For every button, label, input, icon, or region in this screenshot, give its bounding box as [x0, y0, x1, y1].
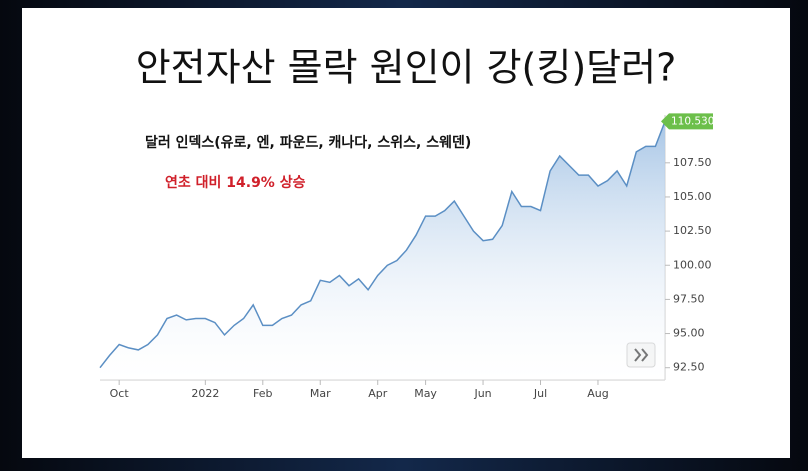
- subtitle: 달러 인덱스(유로, 엔, 파운드, 캐나다, 스위스, 스웨덴): [145, 134, 471, 151]
- y-tick-label: 92.50: [673, 361, 705, 374]
- x-tick-label: Mar: [310, 387, 331, 400]
- x-tick-label: 2022: [191, 387, 219, 400]
- y-tick-label: 97.50: [673, 292, 705, 305]
- y-tick-label: 95.00: [673, 327, 705, 340]
- x-tick-label: Oct: [110, 387, 130, 400]
- line: [99, 121, 666, 369]
- x-tick-label: Apr: [368, 387, 388, 400]
- y-tick-label: 107.50: [673, 156, 712, 169]
- x-tick-label: Feb: [253, 387, 272, 400]
- value-label: 110.530: [671, 115, 714, 127]
- x-tick-label: Aug: [587, 387, 608, 400]
- x-tick-label: Jul: [533, 387, 547, 400]
- y-tick-label: 100.00: [673, 258, 712, 271]
- chart-title: 안전자산 몰락 원인이 강(킹)달러?: [136, 46, 677, 90]
- x-tick-label: Jun: [473, 387, 491, 400]
- x-tick-label: May: [414, 387, 437, 400]
- annotation: 연초 대비 14.9% 상승: [165, 175, 306, 191]
- y-tick-label: 102.50: [673, 224, 712, 237]
- y-tick-label: 105.00: [673, 190, 712, 203]
- area: [100, 121, 665, 381]
- value-label-bg: [661, 113, 713, 130]
